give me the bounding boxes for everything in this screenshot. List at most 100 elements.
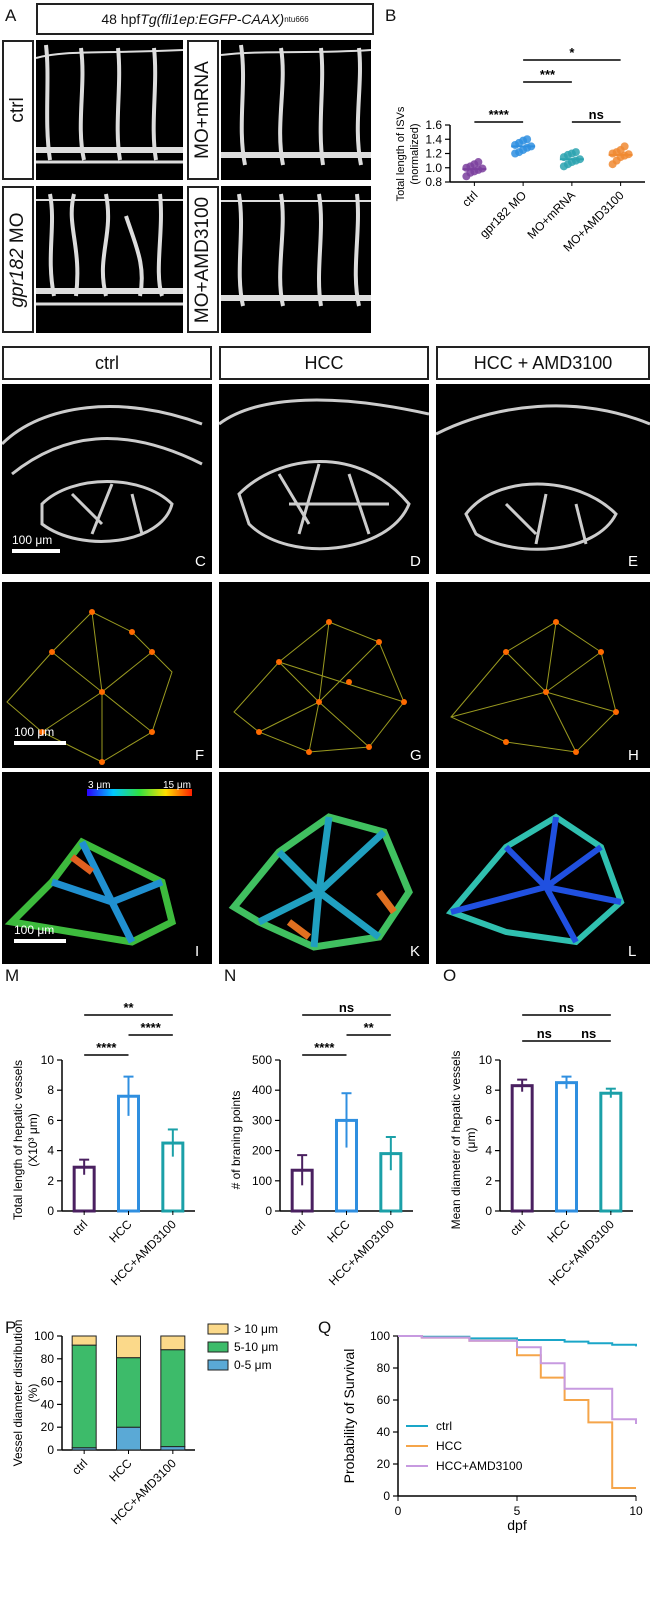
header-prefix: 48 hpf: [101, 11, 141, 27]
chart-q: 0 20 40 60 80 100 0 5 10 dpf Probability of Surviv…: [341, 1329, 643, 1533]
chart-b-ylabel: Total length of ISVs: [395, 106, 407, 201]
chart-p-ytick-label: 80: [41, 1352, 55, 1366]
chart-n-ylabel: # of braning points: [229, 1091, 243, 1190]
chart-p-ytick-label: 20: [41, 1420, 55, 1434]
chart-o-ylabel-unit: (μm): [464, 1128, 478, 1153]
header-transgene: Tg(fli1ep:EGFP-CAAX): [140, 11, 285, 27]
chart-p-ytick-label: 0: [47, 1443, 54, 1457]
chart-b-ytick-label: 1.6: [425, 118, 442, 132]
chart-q-ylabel: Probability of Survival: [341, 1349, 357, 1484]
chart-q-legend-label: HCC+AMD3100: [436, 1459, 523, 1473]
chart-m-ytick-label: 10: [41, 1053, 55, 1067]
chart-p-ylabel-unit: (%): [26, 1384, 40, 1403]
chart-o-bar: [599, 1091, 623, 1213]
label-ctrl: ctrl: [7, 97, 28, 123]
chart-q-ytick-label: 80: [377, 1361, 391, 1375]
chart-p-xtick-label: HCC: [106, 1456, 135, 1485]
chart-p-legend-swatch: [207, 1359, 229, 1371]
chart-o-ylabel: Mean diameter of hepatic vessels: [449, 1051, 463, 1230]
panel-letter-i: I: [195, 943, 200, 960]
chart-p-segment: [116, 1426, 141, 1451]
chart-o-ytick-label: 0: [485, 1204, 492, 1218]
chart-b-sig-1-label: ****: [489, 107, 510, 122]
isv-image-mo-amd: [221, 186, 371, 333]
chart-n-ytick-label: 100: [252, 1174, 272, 1188]
panel-letter-b: B: [385, 6, 397, 25]
chart-p-legend-label: 0-5 μm: [234, 1358, 272, 1372]
panel-letter-a: A: [5, 6, 17, 25]
panel-letter-m: M: [5, 966, 20, 985]
chart-m-xtick-label: HCC: [106, 1217, 135, 1246]
chart-b-ytick-label: 1.4: [425, 132, 442, 146]
panel-letter-o: O: [443, 966, 457, 985]
chart-q-ytick-label: 60: [377, 1393, 391, 1407]
chart-b-point: [620, 142, 629, 151]
chart-m-sig-2-label: ****: [141, 1020, 162, 1035]
chart-m-ytick-label: 6: [47, 1113, 54, 1127]
chart-p-legend-swatch: [207, 1323, 229, 1335]
chart-o-xtick-label: ctrl: [507, 1217, 528, 1238]
liver-image-hcc: [219, 384, 429, 574]
chart-m-ytick-label: 4: [47, 1144, 54, 1158]
chart-n-xtick-label: ctrl: [287, 1217, 308, 1238]
chart-n-ytick-label: 200: [252, 1144, 272, 1158]
scale-bar-c: [12, 549, 60, 553]
chart-p-legend-label: 5-10 μm: [234, 1340, 278, 1354]
label-mo-box: gpr182 MO: [2, 186, 34, 333]
panel-letter-g: G: [410, 747, 422, 764]
chart-q-ytick-label: 100: [370, 1329, 390, 1343]
chart-o-ytick-label: 2: [485, 1174, 492, 1188]
chart-q-ytick-label: 0: [383, 1489, 390, 1503]
chart-q-legend-label: ctrl: [436, 1419, 452, 1433]
col-header-hcc: HCC: [219, 346, 429, 380]
scale-text-c: 100 μm: [12, 533, 53, 547]
skeleton-image-hcc: [219, 582, 429, 768]
chart-q-ytick-label: 40: [377, 1425, 391, 1439]
label-mo-amd-box: MO+AMD3100: [187, 186, 219, 333]
chart-n-ytick-label: 0: [265, 1204, 272, 1218]
label-ctrl-box: ctrl: [2, 40, 34, 180]
chart-o-ytick-label: 4: [485, 1144, 492, 1158]
chart-b-point: [571, 148, 580, 157]
liver-image-hcc-amd: [436, 384, 650, 574]
label-mo-mrna-box: MO+mRNA: [187, 40, 219, 180]
chart-p: 0 20 40 60 80 100 Vessel diameter distribution…: [11, 1320, 278, 1528]
scale-text-i: 100 μm: [14, 923, 55, 937]
chart-o-bar: [555, 1081, 578, 1213]
scale-bar-f: [14, 741, 66, 745]
chart-b-ytick-label: 0.8: [425, 175, 442, 189]
chart-m-xtick-label: ctrl: [69, 1217, 90, 1238]
scale-text-f: 100 μm: [14, 725, 55, 739]
chart-m-sig-3-label: **: [123, 1000, 134, 1015]
chart-o-ytick-label: 6: [485, 1113, 492, 1127]
col-header-hcc-amd: HCC + AMD3100: [436, 346, 650, 380]
chart-n-sig-2-label: **: [364, 1020, 375, 1035]
chart-n: 0 100 200 300 400 500 # of braning points ctrl H…: [229, 1000, 413, 1288]
panel-letter-l: L: [628, 943, 637, 960]
chart-b-sig-2-label: ***: [540, 67, 556, 82]
panel-letter-n: N: [224, 966, 237, 985]
chart-b-xtick-label: gpr182 MO: [477, 188, 529, 240]
chart-b-sig-4-label: ns: [589, 107, 604, 122]
chart-n-ytick-label: 400: [252, 1083, 272, 1097]
skeleton-image-hcc-amd: [436, 582, 650, 768]
diameter-image-hcc: [219, 772, 429, 964]
colorbar-max-label: 15 μm: [163, 780, 191, 791]
chart-b: 0.81.01.21.41.6 Total length of ISVs (norm…: [395, 45, 645, 254]
panel-letter-q: Q: [318, 1318, 332, 1337]
chart-o-ytick-label: 10: [479, 1053, 493, 1067]
chart-p-xtick-label: ctrl: [69, 1456, 90, 1477]
chart-p-segment: [71, 1335, 97, 1346]
chart-b-xtick-label: ctrl: [459, 188, 480, 209]
chart-q-series-line: [398, 1335, 637, 1424]
chart-b-xtick-label: MO+mRNA: [524, 188, 578, 242]
label-mo-mrna: MO+mRNA: [192, 61, 213, 159]
chart-o-sig-1-label: ns: [537, 1026, 552, 1041]
chart-n-ytick-label: 300: [252, 1113, 272, 1127]
chart-m-ylabel: Total length of hepatic vessels: [11, 1060, 25, 1220]
chart-m-sig-1-label: ****: [96, 1040, 117, 1055]
panel-letter-p: P: [5, 1318, 17, 1337]
label-gpr182-mo: gpr182 MO: [7, 211, 28, 308]
panel-letter-d: D: [410, 553, 421, 570]
chart-p-segment: [116, 1335, 141, 1359]
